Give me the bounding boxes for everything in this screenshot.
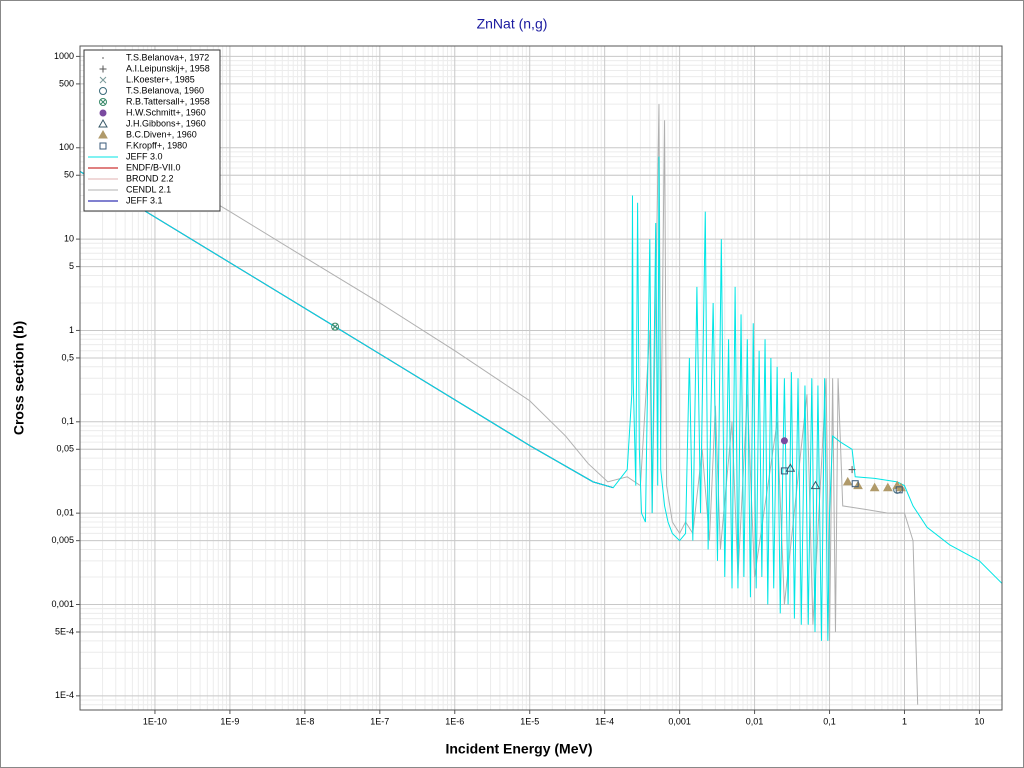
plot-lines <box>80 104 1002 705</box>
marker <box>869 482 880 492</box>
y-axis-label: Cross section (b) <box>11 321 27 435</box>
chart-title: ZnNat (n,g) <box>477 16 548 32</box>
x-axis-label: Incident Energy (MeV) <box>445 741 592 757</box>
legend-label: T.S.Belanova, 1960 <box>126 85 204 95</box>
x-tick-label: 1E-6 <box>445 716 464 726</box>
plot-markers <box>331 322 906 494</box>
marker <box>99 142 107 150</box>
legend-label: F.Kropff+, 1980 <box>126 140 187 150</box>
y-tick-label: 1E-4 <box>55 690 74 700</box>
legend-label: L.Koester+, 1985 <box>126 74 195 84</box>
legend-box <box>83 49 221 212</box>
y-tick-label: 0,05 <box>56 444 74 454</box>
marker <box>780 467 788 475</box>
x-tick-label: 1E-7 <box>370 716 389 726</box>
x-tick-label: 1E-4 <box>595 716 614 726</box>
x-tick-label: 1E-9 <box>220 716 239 726</box>
legend-label: BROND 2.2 <box>126 173 174 183</box>
x-tick-label: 0,001 <box>668 716 691 726</box>
series-line <box>80 156 1002 641</box>
y-tick-label: 50 <box>64 170 74 180</box>
marker <box>842 476 853 486</box>
plot-border <box>79 45 1003 711</box>
legend-label: H.W.Schmitt+, 1960 <box>126 107 206 117</box>
y-tick-label: 1 <box>69 325 74 335</box>
marker <box>810 480 821 490</box>
marker <box>99 76 107 84</box>
x-tick-label: 0,01 <box>746 716 764 726</box>
x-tick-label: 1E-10 <box>143 716 167 726</box>
y-tick-label: 0,01 <box>56 508 74 518</box>
y-tick-label: 0,005 <box>51 535 74 545</box>
marker <box>99 98 108 106</box>
marker <box>895 486 903 494</box>
axes: 1E-10 1E-9 1E-8 1E-7 1E-6 1E-5 1E-4 0,001 0,01 0,… <box>51 51 984 727</box>
y-tick-label: 500 <box>59 78 74 88</box>
marker <box>780 437 788 445</box>
marker <box>882 482 893 492</box>
legend-label: A.I.Leipunskij+, 1958 <box>126 63 210 73</box>
y-tick-label: 5 <box>69 261 74 271</box>
y-tick-label: 0,5 <box>61 352 74 362</box>
x-tick-label: 0,1 <box>823 716 836 726</box>
marker <box>99 65 107 73</box>
marker <box>102 57 104 59</box>
y-tick-label: 5E-4 <box>55 626 74 636</box>
y-tick-label: 0,001 <box>51 599 74 609</box>
marker <box>785 463 796 472</box>
legend-label: JEFF 3.0 <box>126 151 163 161</box>
x-tick-label: 1E-5 <box>520 716 539 726</box>
marker <box>98 118 108 128</box>
legend-label: CENDL 2.1 <box>126 184 171 194</box>
marker <box>851 480 859 488</box>
legend-label: T.S.Belanova+, 1972 <box>126 52 209 62</box>
marker <box>331 322 340 331</box>
legend-label: B.C.Diven+, 1960 <box>126 129 197 139</box>
marker <box>98 129 108 139</box>
y-tick-label: 1000 <box>54 51 74 61</box>
series-line <box>190 104 919 705</box>
legend-label: J.H.Gibbons+, 1960 <box>126 118 206 128</box>
x-tick-label: 1E-8 <box>295 716 314 726</box>
marker <box>99 87 107 95</box>
legend-label: ENDF/B-VII.0 <box>126 162 181 172</box>
legend-label: JEFF 3.1 <box>126 195 163 205</box>
x-tick-label: 10 <box>974 716 984 726</box>
legend-label: R.B.Tattersall+, 1958 <box>126 96 210 106</box>
x-tick-label: 1 <box>902 716 907 726</box>
marker <box>848 466 856 474</box>
y-tick-label: 0,1 <box>61 416 74 426</box>
y-tick-label: 100 <box>59 142 74 152</box>
y-tick-label: 10 <box>64 233 74 243</box>
marker <box>99 109 107 117</box>
